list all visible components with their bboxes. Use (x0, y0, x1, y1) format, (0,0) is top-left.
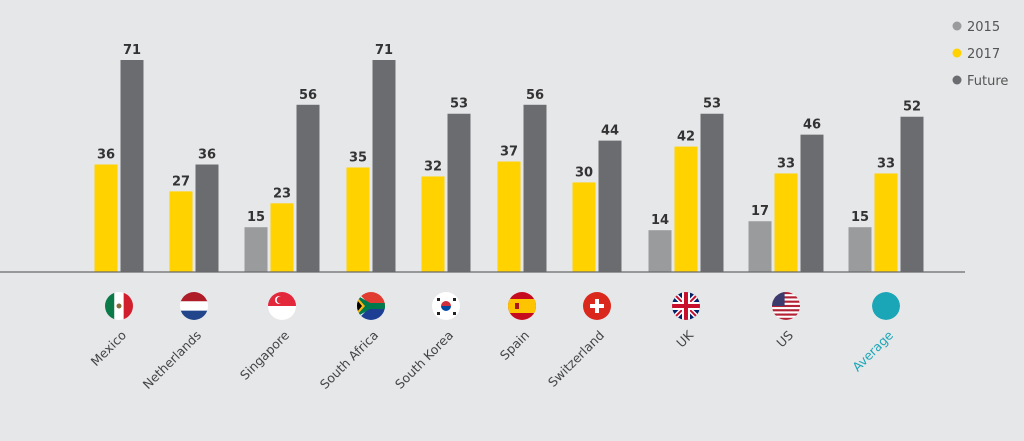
data-label: 33 (777, 156, 795, 171)
data-label: 30 (575, 165, 593, 180)
teal-circle-icon (872, 292, 900, 320)
bar-average-2017 (874, 173, 898, 272)
legend-label: 2017 (967, 47, 1000, 62)
bar-spain-2017 (497, 161, 521, 272)
bar-switzerland-future (598, 140, 622, 272)
flag-south-africa-icon (357, 292, 385, 320)
bar-netherlands-future (195, 164, 219, 272)
bar-average-2015 (848, 227, 872, 272)
bar-south-africa-2017 (346, 167, 370, 272)
data-label: 42 (677, 130, 695, 145)
data-label: 32 (424, 159, 442, 174)
category-label: Switzerland (545, 328, 607, 390)
category-label: Average (849, 327, 896, 374)
bar-us-future (800, 134, 824, 272)
data-label: 36 (97, 148, 115, 163)
category-label: Spain (497, 328, 532, 363)
bar-uk-2015 (648, 230, 672, 272)
bar-us-2017 (774, 173, 798, 272)
data-label: 23 (273, 186, 291, 201)
legend: 2015 2017 Future (952, 20, 1008, 89)
flag-switzerland-icon (583, 292, 611, 320)
legend-label: 2015 (967, 20, 1000, 35)
data-label: 15 (247, 210, 265, 225)
data-label: 33 (877, 156, 895, 171)
bar-uk-2017 (674, 146, 698, 272)
category-label: South Africa (317, 328, 381, 392)
category-label: Mexico (88, 328, 129, 369)
data-label: 53 (703, 97, 721, 112)
flag-south-korea-icon (432, 292, 460, 320)
flag-singapore-icon (268, 292, 296, 320)
data-label: 56 (526, 88, 544, 103)
data-label: 53 (450, 97, 468, 112)
bar-singapore-future (296, 104, 320, 273)
category-label: Singapore (237, 327, 292, 382)
bar-singapore-2015 (244, 227, 268, 272)
legend-swatch-2017 (952, 48, 962, 58)
data-label: 35 (349, 150, 367, 165)
bar-mexico-2017 (94, 164, 118, 272)
bar-singapore-2017 (270, 203, 294, 272)
bar-south-africa-future (372, 60, 396, 272)
bar-south-korea-2017 (421, 176, 445, 272)
legend-swatch-future (952, 75, 962, 85)
flag-us-icon (772, 292, 800, 320)
bar-south-korea-future (447, 113, 471, 272)
flag-spain-icon (508, 292, 536, 320)
data-label: 71 (123, 43, 141, 58)
data-label: 44 (601, 124, 619, 139)
data-label: 14 (651, 213, 669, 228)
legend-swatch-2015 (952, 21, 962, 31)
bar-netherlands-2017 (169, 191, 193, 272)
data-label: 15 (851, 210, 869, 225)
category-label: South Korea (392, 328, 456, 392)
flag-uk-icon (672, 292, 700, 320)
bar-us-2015 (748, 221, 772, 272)
data-label: 27 (172, 174, 190, 189)
data-label: 52 (903, 100, 921, 115)
flag-mexico-icon (105, 292, 133, 320)
legend-label: Future (967, 74, 1008, 89)
category-label: US (773, 327, 796, 350)
data-label: 36 (198, 148, 216, 163)
data-label: 56 (299, 88, 317, 103)
bar-mexico-future (120, 60, 144, 272)
bar-spain-future (523, 104, 547, 273)
data-label: 37 (500, 145, 518, 160)
category-label: UK (673, 327, 696, 350)
data-label: 17 (751, 204, 769, 219)
bar-switzerland-2017 (572, 182, 596, 272)
category-label: Netherlands (140, 328, 204, 392)
bar-uk-future (700, 113, 724, 272)
flag-netherlands-icon (180, 292, 208, 320)
bar-average-future (900, 116, 924, 272)
data-label: 46 (803, 118, 821, 133)
data-label: 71 (375, 43, 393, 58)
